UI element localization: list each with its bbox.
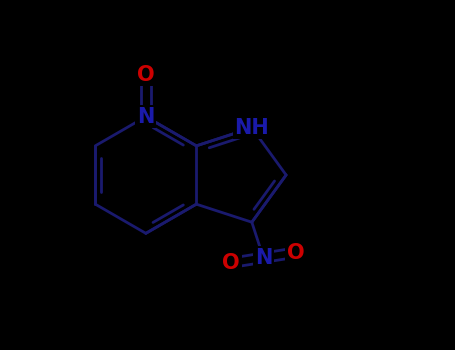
Text: O: O [137, 65, 155, 85]
Text: O: O [222, 253, 240, 273]
Text: O: O [287, 243, 304, 262]
Text: N: N [255, 248, 272, 268]
Text: NH: NH [234, 118, 269, 138]
Text: N: N [137, 107, 155, 127]
